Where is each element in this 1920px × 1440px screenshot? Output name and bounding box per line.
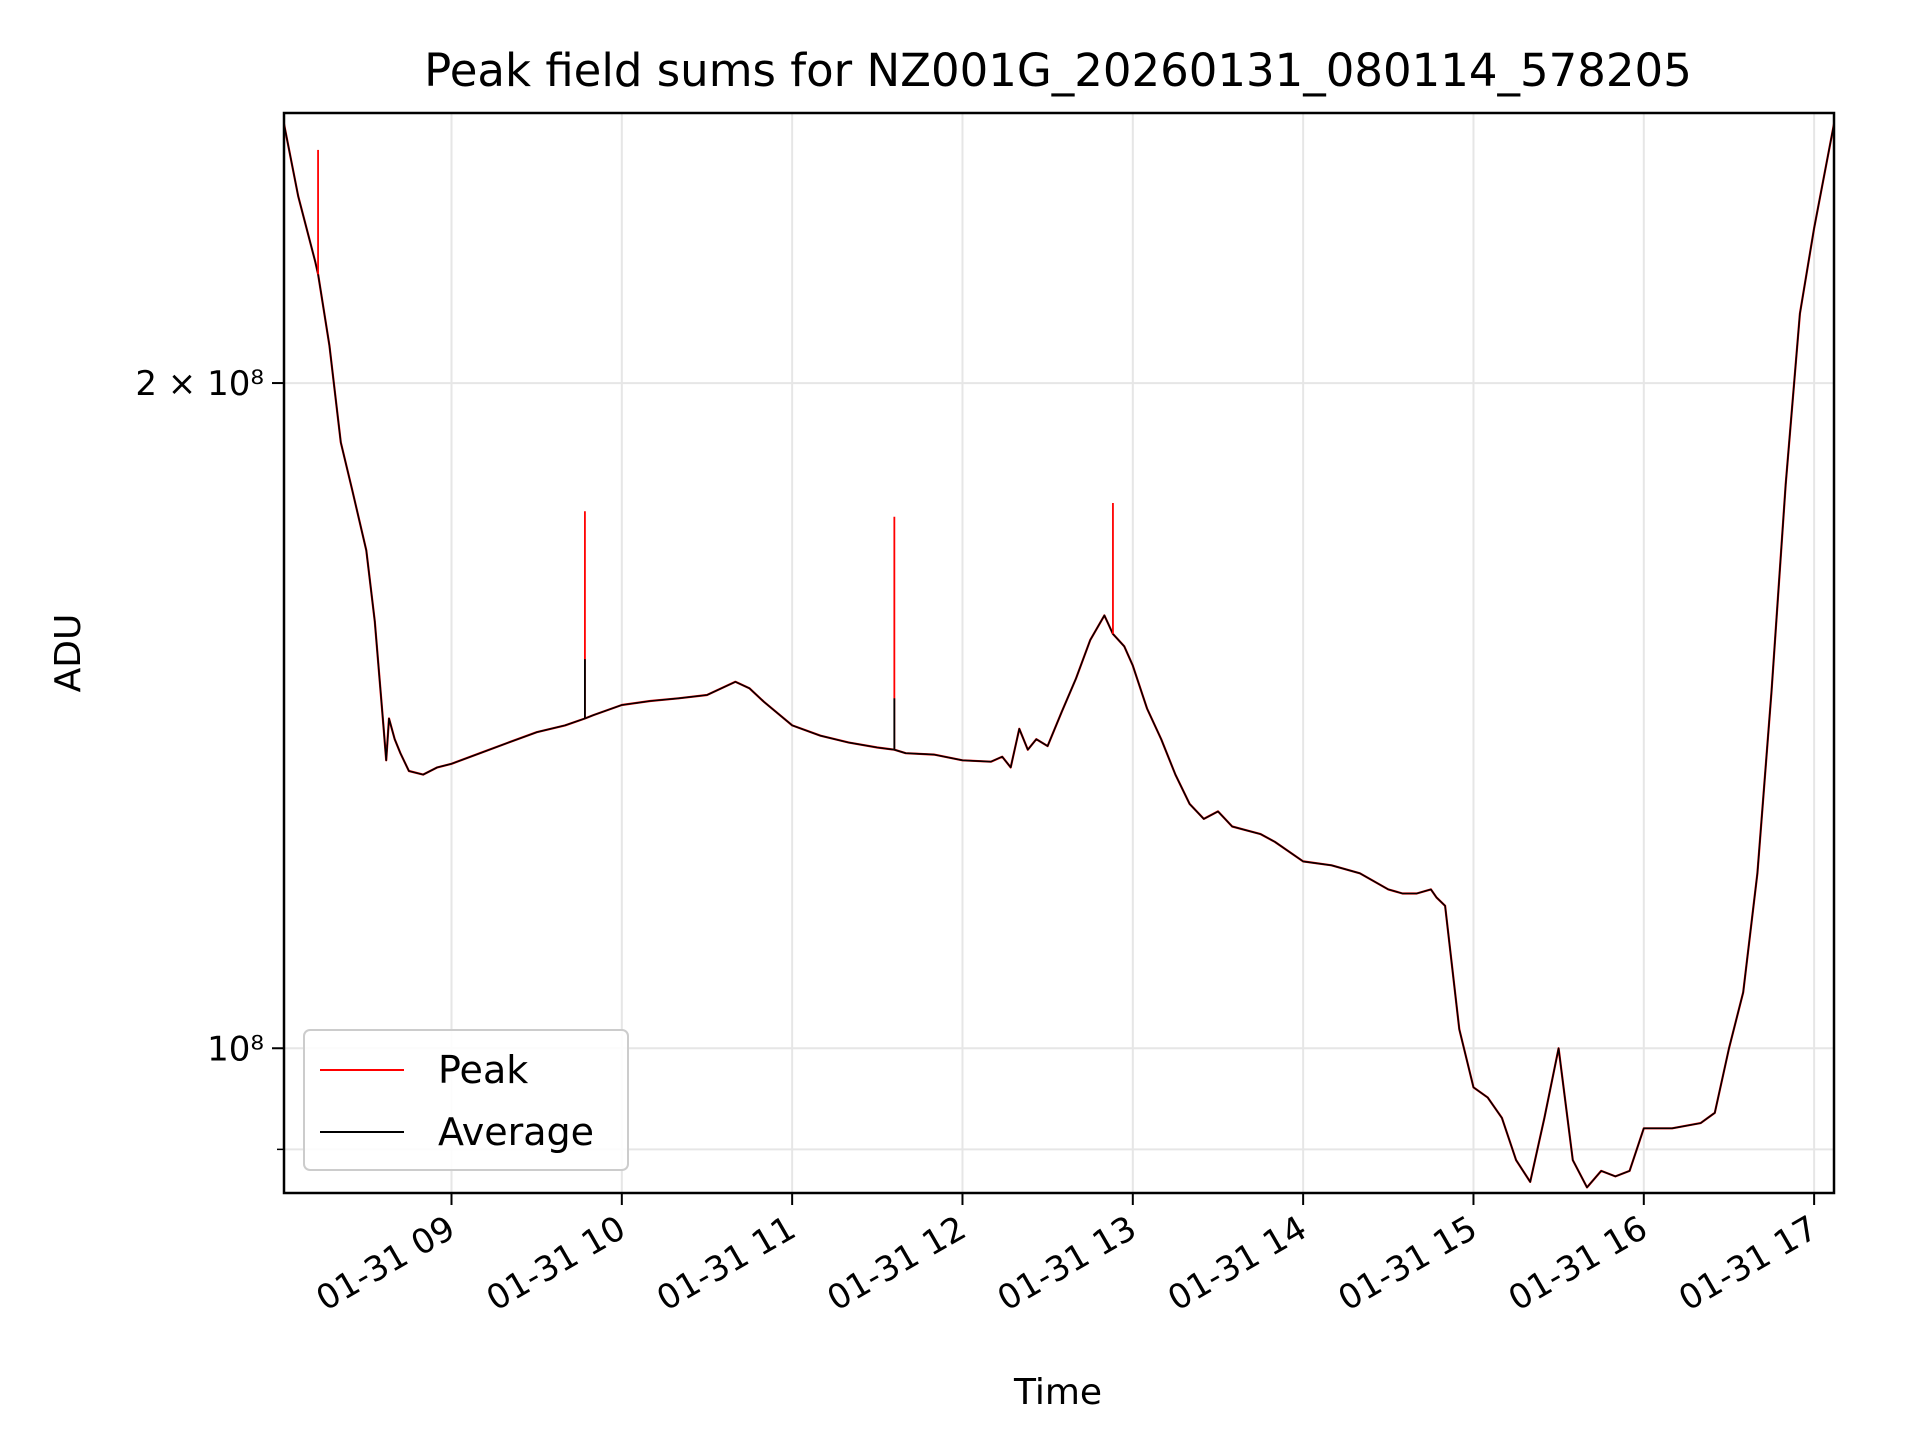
series-line-average bbox=[284, 123, 1834, 1189]
legend-label-peak: Peak bbox=[438, 1048, 528, 1092]
y-axis-label: ADU bbox=[48, 614, 89, 693]
legend-box bbox=[303, 1029, 629, 1171]
chart-title: Peak field sums for NZ001G_20260131_0801… bbox=[424, 44, 1692, 97]
legend: Peak Average bbox=[303, 1029, 629, 1171]
grid bbox=[284, 113, 1834, 1193]
plot-lines bbox=[284, 123, 1834, 1189]
plot-frame bbox=[282, 111, 1836, 1195]
legend-label-average: Average bbox=[438, 1110, 594, 1154]
y-tick-label: 2 × 10⁸ bbox=[135, 364, 264, 404]
y-tick-label: 10⁸ bbox=[207, 1029, 264, 1069]
x-axis-label: Time bbox=[1013, 1372, 1102, 1413]
